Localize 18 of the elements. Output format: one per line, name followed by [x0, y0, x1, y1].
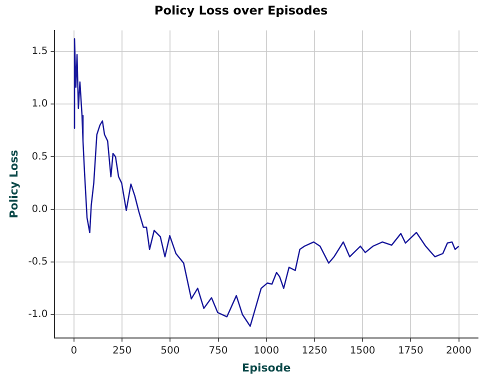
x-tick-label: 500 [160, 345, 180, 356]
x-tick-label: 2000 [446, 345, 472, 356]
x-tick-label: 750 [208, 345, 228, 356]
y-tick-label: 1.5 [32, 46, 48, 58]
x-tick-label: 1500 [350, 345, 376, 356]
x-axis-title: Episode [242, 361, 291, 374]
y-tick-label: -1.0 [28, 309, 48, 320]
y-tick-label: 0.0 [32, 204, 48, 215]
chart-title: Policy Loss over Episodes [154, 3, 328, 18]
x-tick-label: 1000 [254, 345, 280, 356]
x-tick-label: 1250 [302, 345, 328, 356]
y-axis-title: Policy Loss [7, 149, 20, 218]
x-tick-label: 1750 [398, 345, 424, 356]
x-tick-label: 250 [112, 345, 132, 356]
y-tick-label: 0.5 [32, 151, 48, 162]
x-tick-label: 0 [70, 345, 78, 356]
y-tick-label: -0.5 [28, 256, 48, 268]
y-tick-label: 1.0 [32, 98, 48, 110]
